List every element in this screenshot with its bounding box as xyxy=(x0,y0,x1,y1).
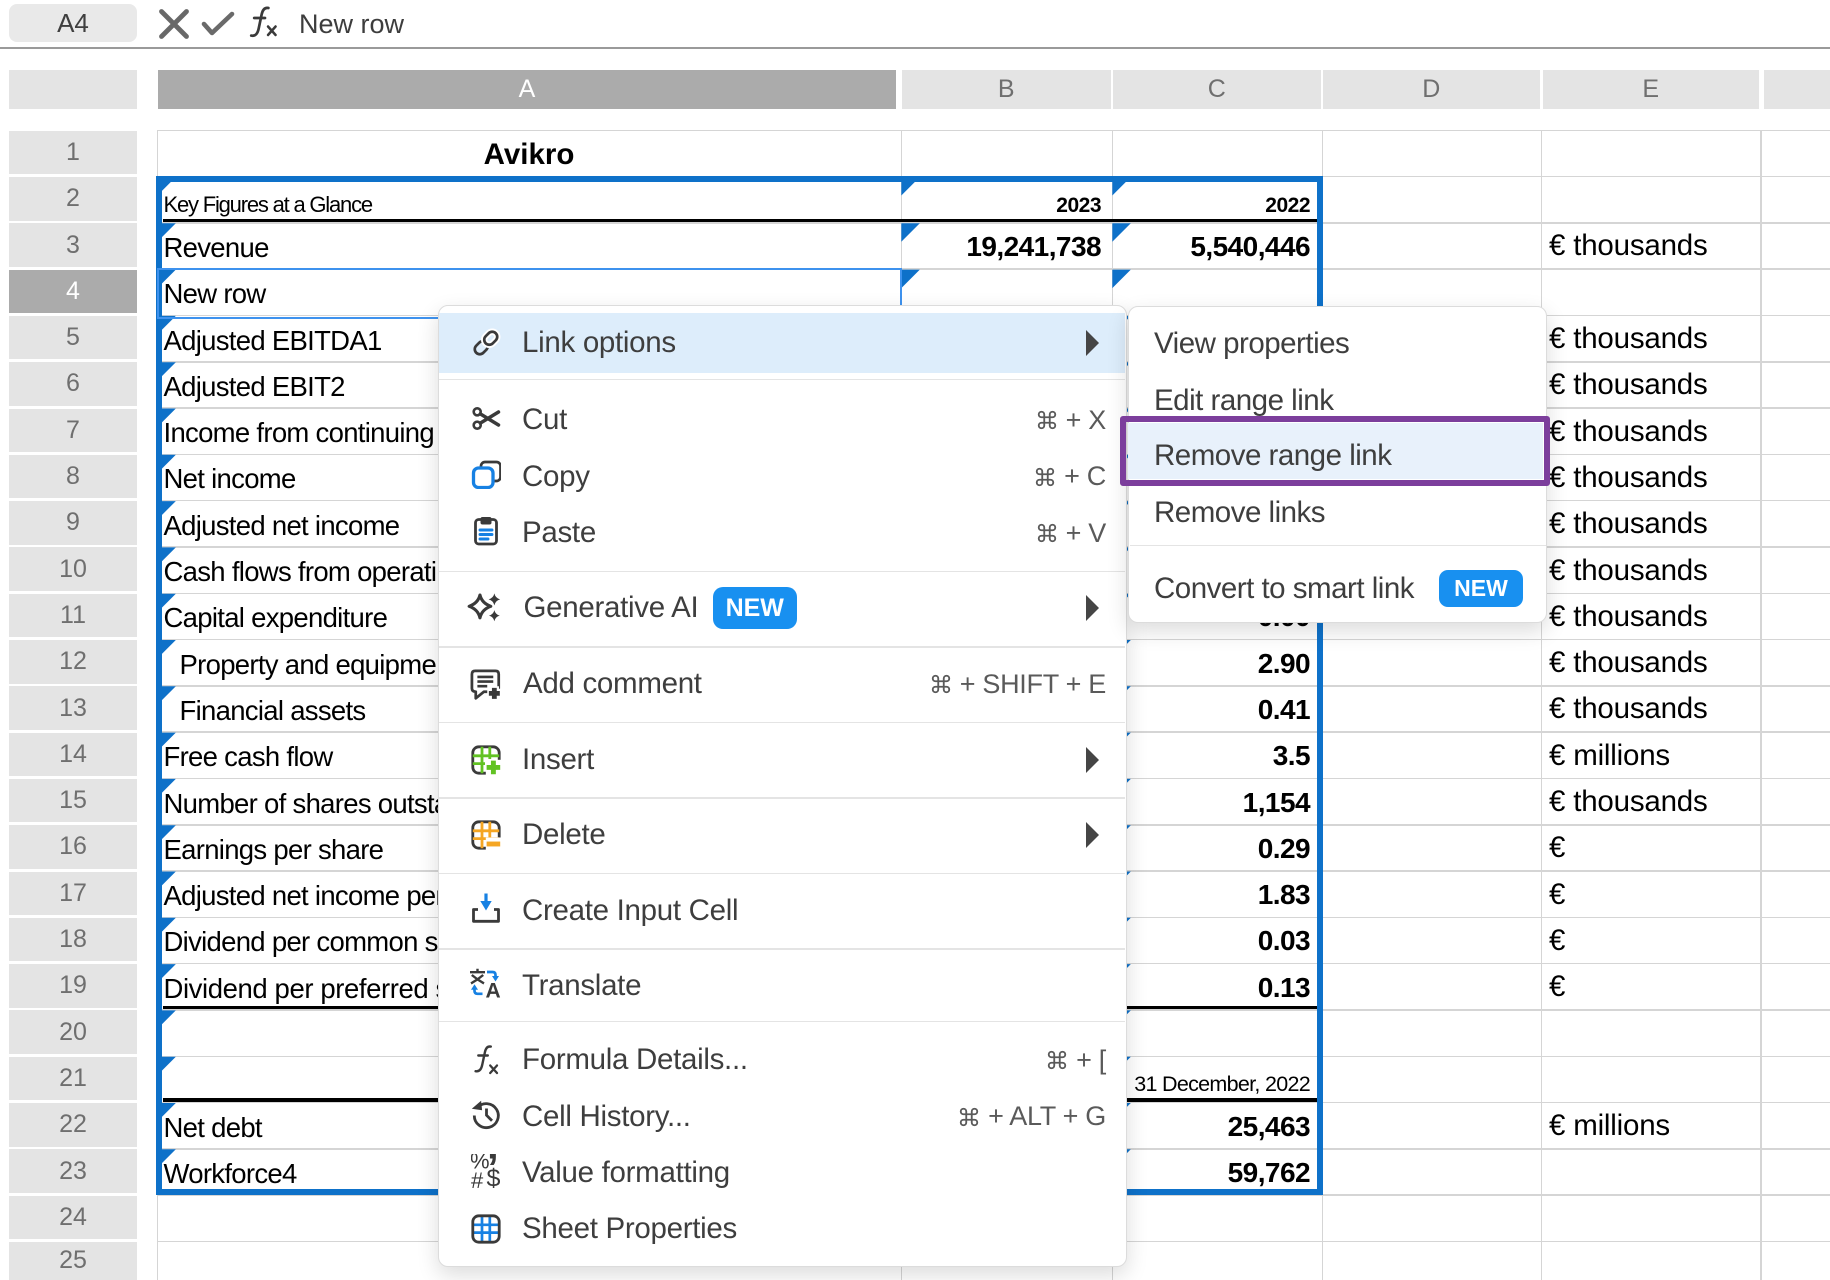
svg-text:#: # xyxy=(471,1168,484,1190)
svg-text:$: $ xyxy=(487,1164,501,1190)
svg-text:,: , xyxy=(487,1154,498,1168)
svg-text:%: % xyxy=(471,1154,489,1174)
svg-text:A: A xyxy=(486,979,501,1001)
